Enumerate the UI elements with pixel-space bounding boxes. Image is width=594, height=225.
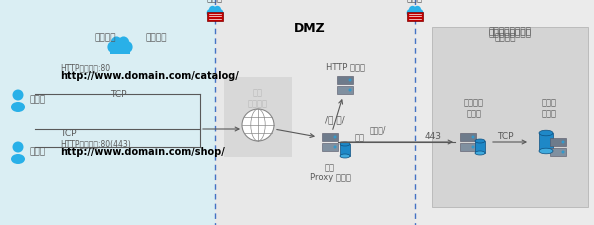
Ellipse shape: [123, 42, 132, 53]
Ellipse shape: [475, 139, 485, 143]
Bar: [208, 13, 222, 18]
Ellipse shape: [407, 10, 413, 18]
Circle shape: [349, 89, 352, 92]
FancyBboxPatch shape: [550, 148, 566, 156]
FancyBboxPatch shape: [432, 28, 588, 207]
Text: /目 錄/: /目 錄/: [325, 115, 345, 124]
Text: 資料庫
伺服器: 資料庫 伺服器: [542, 98, 557, 117]
Ellipse shape: [417, 10, 424, 18]
Text: http://www.domain.com/catalog/: http://www.domain.com/catalog/: [60, 71, 239, 81]
FancyBboxPatch shape: [322, 143, 338, 151]
Text: TCP: TCP: [110, 90, 127, 99]
Text: 網路
基礎結構: 網路 基礎結構: [248, 88, 268, 108]
FancyBboxPatch shape: [460, 133, 476, 141]
FancyBboxPatch shape: [337, 77, 353, 85]
Bar: [215, 0, 415, 225]
Bar: [110, 47, 129, 54]
Circle shape: [12, 90, 24, 101]
FancyBboxPatch shape: [460, 143, 476, 151]
Ellipse shape: [539, 131, 553, 136]
Ellipse shape: [539, 148, 553, 154]
Text: 使用者: 使用者: [30, 95, 46, 104]
FancyBboxPatch shape: [224, 78, 292, 157]
Ellipse shape: [108, 42, 117, 53]
Ellipse shape: [475, 151, 485, 155]
Ellipse shape: [11, 154, 25, 164]
Text: 443: 443: [425, 131, 442, 140]
Text: 快取: 快取: [355, 133, 365, 142]
Text: 內部網路: 內部網路: [494, 33, 516, 42]
Ellipse shape: [115, 40, 125, 52]
Ellipse shape: [340, 154, 350, 158]
Circle shape: [333, 146, 336, 149]
Text: 使用者: 使用者: [30, 147, 46, 156]
Ellipse shape: [208, 7, 216, 16]
Text: TCP: TCP: [497, 131, 513, 140]
Bar: [0, 0, 215, 225]
Text: 網際網路: 網際網路: [94, 33, 116, 42]
Circle shape: [561, 141, 564, 144]
Text: 防火牆: 防火牆: [207, 0, 223, 3]
Text: 內部網路裝載區域: 內部網路裝載區域: [488, 27, 532, 36]
Circle shape: [12, 142, 24, 153]
Circle shape: [472, 146, 475, 149]
FancyBboxPatch shape: [550, 138, 566, 146]
FancyBboxPatch shape: [207, 13, 223, 22]
Ellipse shape: [207, 10, 213, 18]
Text: 存放區/: 存放區/: [370, 125, 387, 134]
Text: HTTP，連接埠:80(443): HTTP，連接埠:80(443): [60, 138, 131, 147]
Bar: [409, 13, 422, 18]
Ellipse shape: [214, 7, 221, 16]
Ellipse shape: [409, 7, 416, 16]
FancyBboxPatch shape: [337, 87, 353, 94]
Text: 應用程式
伺服器: 應用程式 伺服器: [464, 98, 484, 117]
Circle shape: [472, 136, 475, 139]
Ellipse shape: [11, 103, 25, 112]
Text: 反轉
Proxy 伺服器: 反轉 Proxy 伺服器: [309, 162, 350, 182]
Bar: [415, 0, 594, 225]
Bar: [539, 133, 553, 151]
Circle shape: [349, 79, 352, 82]
Ellipse shape: [217, 10, 223, 18]
Text: 內部網路裝載區域: 內部網路裝載區域: [488, 29, 532, 38]
Text: DMZ: DMZ: [294, 22, 326, 35]
Bar: [340, 144, 350, 156]
Text: HTTP 伺服器: HTTP 伺服器: [326, 62, 365, 71]
Text: TCP: TCP: [60, 128, 77, 137]
Text: HTTP，連接埠:80: HTTP，連接埠:80: [60, 63, 110, 72]
Bar: [475, 141, 485, 153]
FancyBboxPatch shape: [407, 13, 423, 22]
Circle shape: [561, 151, 564, 154]
Ellipse shape: [412, 8, 418, 16]
Text: 防火牆: 防火牆: [407, 0, 423, 3]
Text: 網際網路: 網際網路: [145, 33, 166, 42]
FancyBboxPatch shape: [322, 133, 338, 141]
Circle shape: [333, 136, 336, 139]
Ellipse shape: [340, 142, 350, 146]
Ellipse shape: [413, 7, 421, 16]
Ellipse shape: [211, 8, 219, 16]
Circle shape: [242, 110, 274, 141]
Ellipse shape: [118, 37, 129, 50]
Text: http://www.domain.com/shop/: http://www.domain.com/shop/: [60, 146, 225, 156]
Ellipse shape: [110, 37, 122, 50]
